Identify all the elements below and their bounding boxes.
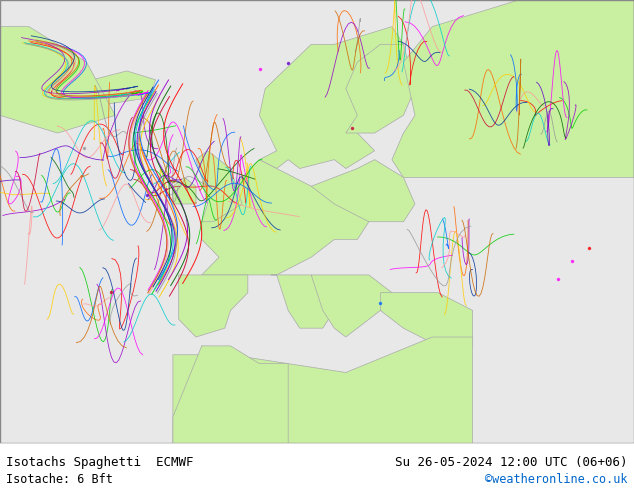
Polygon shape — [173, 177, 196, 204]
Polygon shape — [380, 293, 472, 346]
Polygon shape — [300, 160, 415, 221]
Polygon shape — [196, 151, 242, 221]
Text: ©weatheronline.co.uk: ©weatheronline.co.uk — [485, 473, 628, 486]
Text: Isotache: 6 Bft: Isotache: 6 Bft — [6, 473, 113, 486]
Polygon shape — [259, 26, 403, 169]
Polygon shape — [173, 346, 288, 443]
Polygon shape — [173, 337, 472, 443]
Polygon shape — [271, 275, 334, 328]
Polygon shape — [392, 0, 634, 177]
Polygon shape — [346, 44, 415, 133]
Polygon shape — [311, 275, 392, 337]
Polygon shape — [0, 26, 115, 133]
Text: Su 26-05-2024 12:00 UTC (06+06): Su 26-05-2024 12:00 UTC (06+06) — [395, 457, 628, 469]
Text: Isotachs Spaghetti  ECMWF: Isotachs Spaghetti ECMWF — [6, 457, 194, 469]
Polygon shape — [179, 275, 248, 337]
Polygon shape — [92, 71, 155, 106]
Polygon shape — [202, 160, 369, 275]
